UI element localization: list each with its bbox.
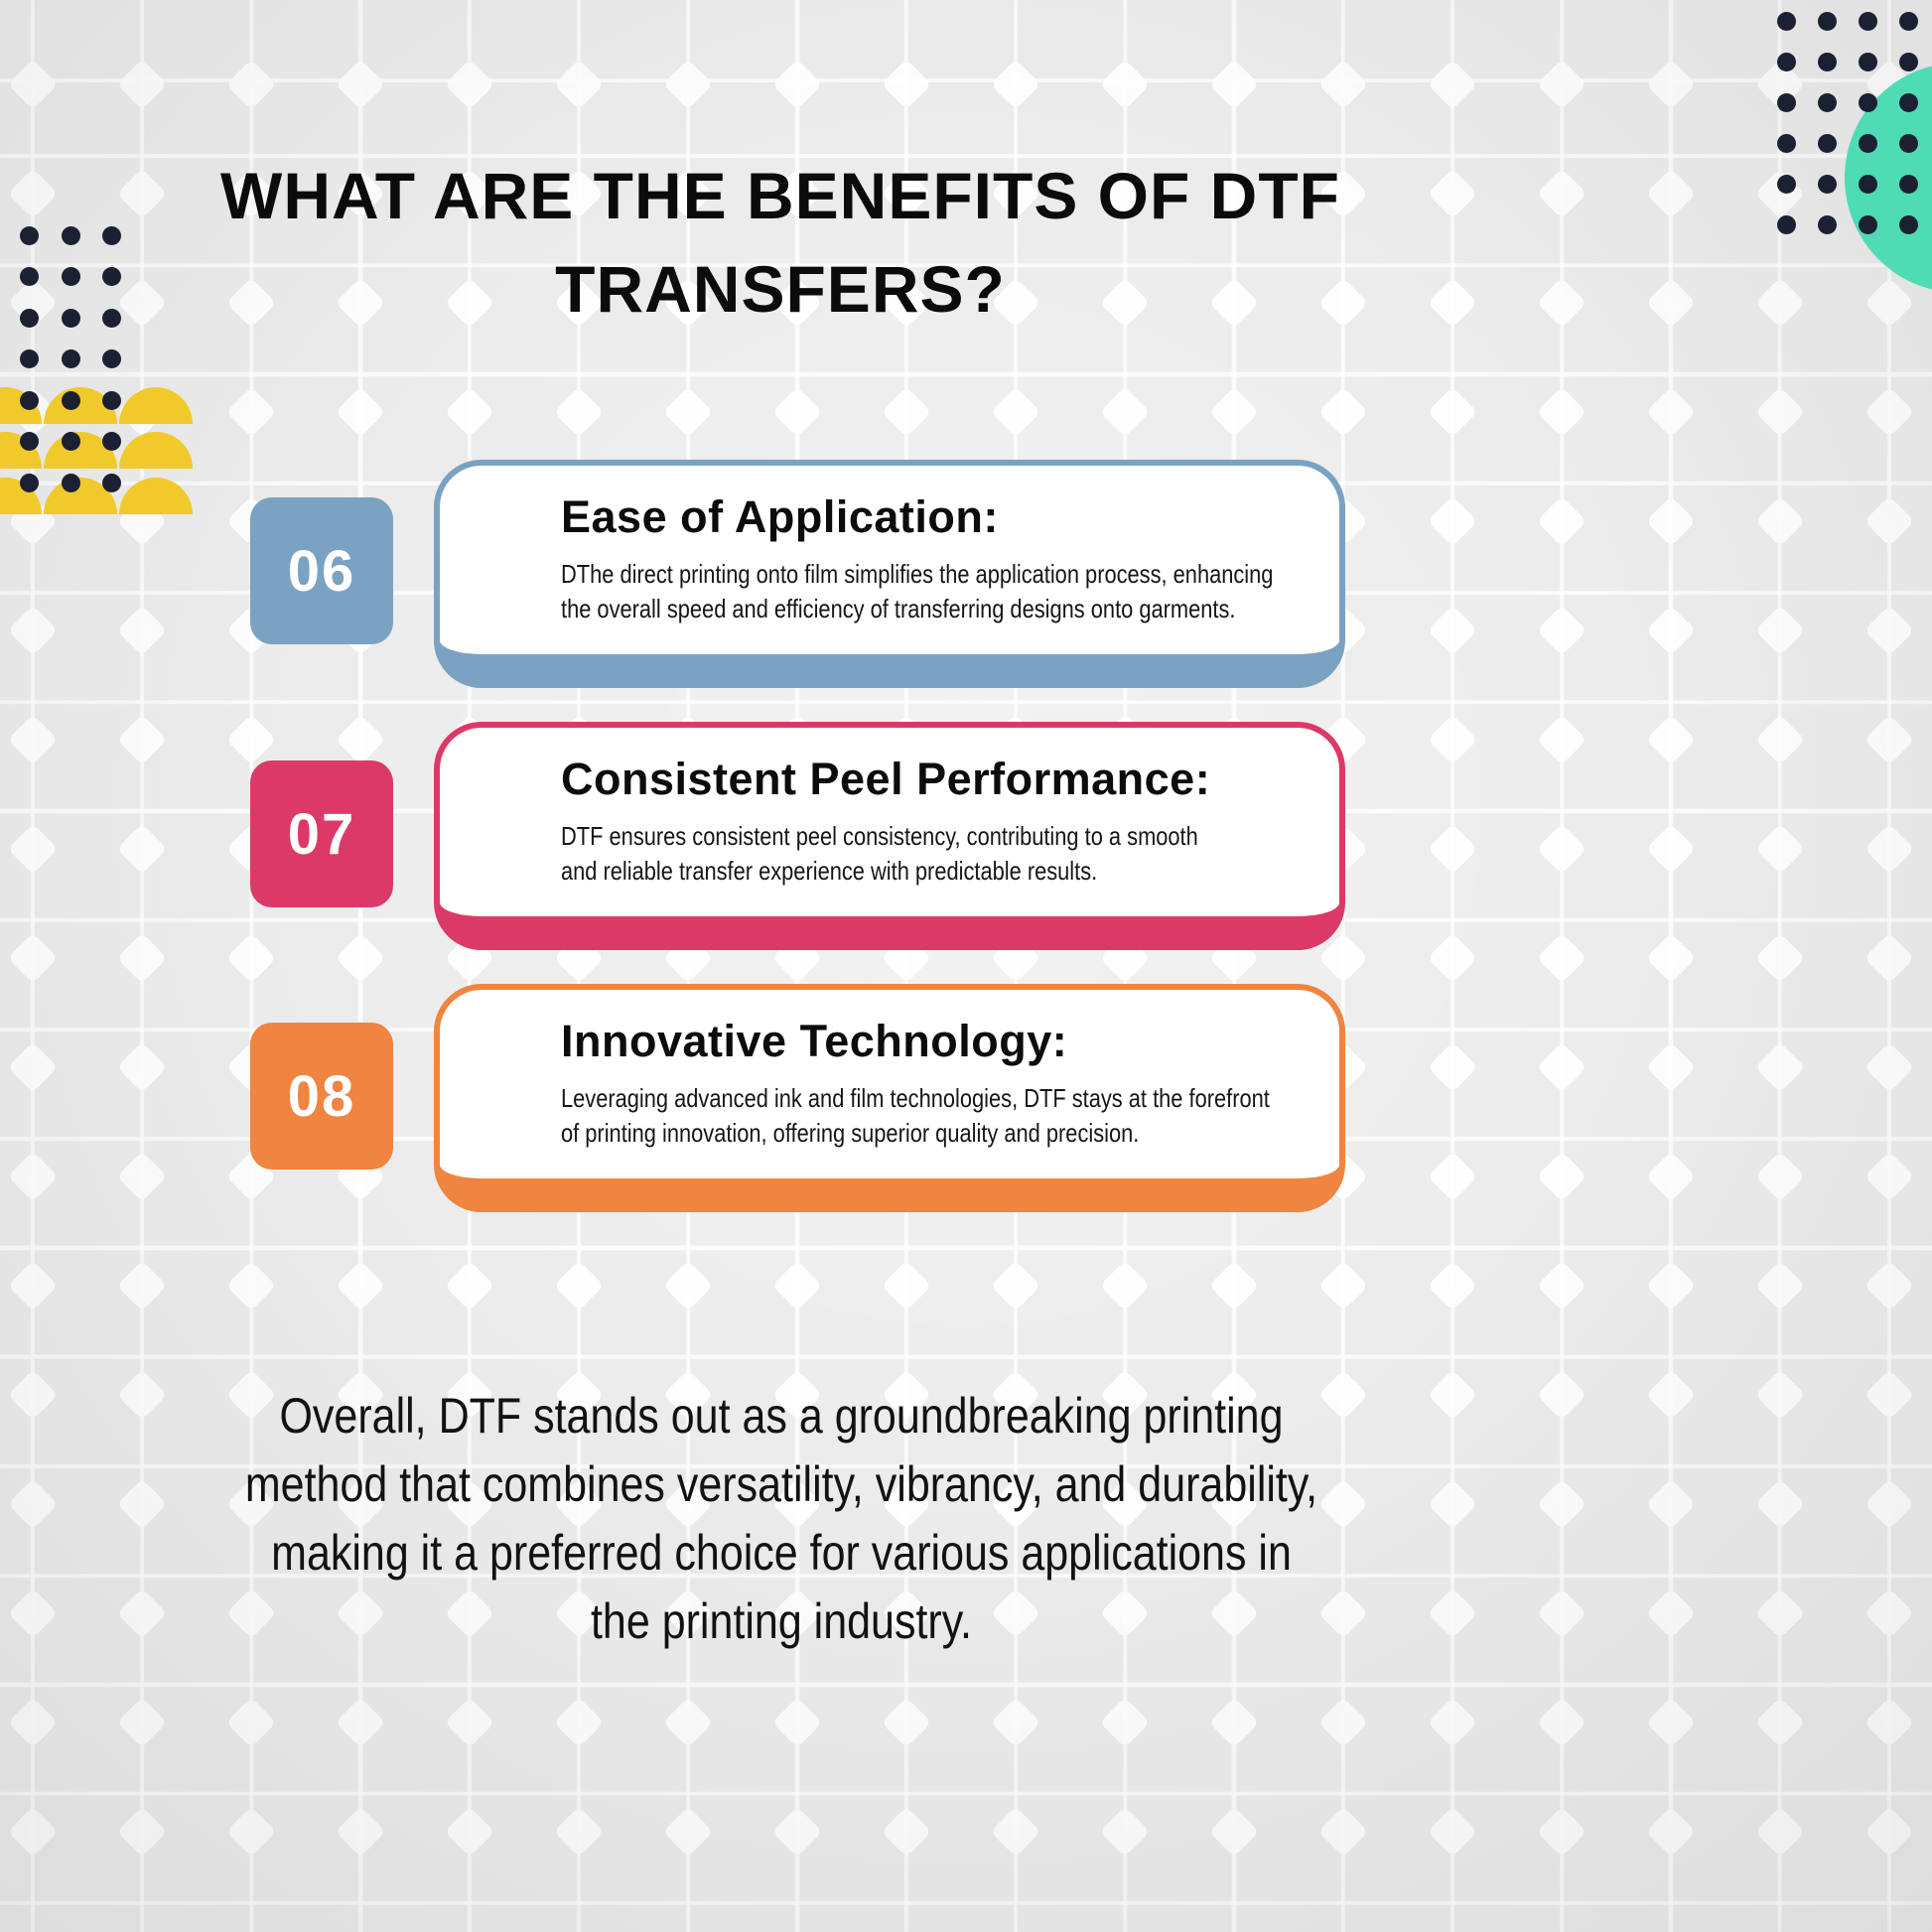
benefit-card-06: Ease of Application: DThe direct printin… (434, 460, 1345, 688)
decorative-dot (19, 267, 39, 286)
footer-line: making it a preferred choice for various… (271, 1525, 1292, 1581)
decorative-dot (101, 390, 121, 410)
decorative-dot (1898, 11, 1918, 31)
title-line-2: TRANSFERS? (555, 252, 1006, 326)
footer-line: method that combines versatility, vibran… (244, 1456, 1318, 1512)
decorative-dot (19, 390, 39, 410)
decorative-dot (19, 308, 39, 328)
decorative-dot (19, 473, 39, 492)
decorative-dot (1858, 133, 1877, 153)
decorative-dot (101, 432, 121, 451)
decorative-dot (1898, 174, 1918, 194)
decorative-dot (1898, 92, 1918, 112)
decorative-dot (1858, 174, 1877, 194)
decorative-dot (1858, 52, 1877, 71)
decorative-dot (101, 308, 121, 328)
card-body-line: Leveraging advanced ink and film technol… (561, 1083, 1270, 1113)
decorative-dot (19, 225, 39, 245)
card-content: Consistent Peel Performance: DTF ensures… (440, 728, 1339, 889)
decorative-dot (1817, 214, 1837, 234)
card-heading: Innovative Technology: (561, 1016, 1068, 1066)
decorative-dot (1776, 92, 1796, 112)
decorative-dot (1776, 133, 1796, 153)
decorative-dot (1858, 11, 1877, 31)
card-body-line: the overall speed and efficiency of tran… (561, 594, 1236, 623)
page-title: WHAT ARE THE BENEFITS OF DTF TRANSFERS? (87, 149, 1473, 336)
decorative-dot (101, 225, 121, 245)
footer-line: the printing industry. (590, 1593, 973, 1649)
decorative-dot (1858, 214, 1877, 234)
decorative-dot (61, 432, 80, 451)
decorative-dot (61, 390, 80, 410)
number-badge-label: 07 (287, 801, 356, 867)
decorative-dot (61, 473, 80, 492)
card-content: Ease of Application: DThe direct printin… (440, 466, 1339, 626)
decorative-dot (1898, 133, 1918, 153)
decorative-dot (1817, 133, 1837, 153)
decorative-dot (61, 267, 80, 286)
benefit-card-08: Innovative Technology: Leveraging advanc… (434, 984, 1345, 1212)
decorative-dot (61, 308, 80, 328)
footer-line: Overall, DTF stands out as a groundbreak… (279, 1388, 1284, 1444)
benefit-card-07: Consistent Peel Performance: DTF ensures… (434, 722, 1345, 950)
card-body-line: and reliable transfer experience with pr… (561, 856, 1098, 886)
title-line-1: WHAT ARE THE BENEFITS OF DTF (220, 159, 1340, 232)
card-heading: Consistent Peel Performance: (561, 754, 1211, 804)
number-badge-07: 07 (250, 760, 393, 907)
decorative-dot (19, 349, 39, 368)
number-badge-label: 08 (287, 1063, 356, 1129)
decorative-dot (1817, 174, 1837, 194)
number-badge-06: 06 (250, 497, 393, 644)
decorative-dot (1817, 52, 1837, 71)
decorative-dot (1898, 214, 1918, 234)
decorative-dot (1817, 11, 1837, 31)
card-content: Innovative Technology: Leveraging advanc… (440, 990, 1339, 1151)
card-body-line: of printing innovation, offering superio… (561, 1118, 1140, 1148)
footer-paragraph: Overall, DTF stands out as a groundbreak… (184, 1382, 1379, 1656)
decorative-dot (1776, 174, 1796, 194)
decorative-dot (1776, 11, 1796, 31)
card-body-line: DTF ensures consistent peel consistency,… (561, 821, 1198, 851)
number-badge-08: 08 (250, 1023, 393, 1170)
decorative-dot (19, 432, 39, 451)
card-heading: Ease of Application: (561, 491, 999, 542)
decorative-dot (1858, 92, 1877, 112)
decorative-dot (61, 225, 80, 245)
number-badge-label: 06 (287, 538, 356, 604)
decorative-dot (1898, 52, 1918, 71)
decorative-dot (101, 349, 121, 368)
card-body-line: DThe direct printing onto film simplifie… (561, 559, 1274, 589)
decorative-dot (1776, 52, 1796, 71)
decorative-dot (101, 473, 121, 492)
decorative-dot (1817, 92, 1837, 112)
decorative-dot (61, 349, 80, 368)
decorative-dot (1776, 214, 1796, 234)
decorative-dot (101, 267, 121, 286)
